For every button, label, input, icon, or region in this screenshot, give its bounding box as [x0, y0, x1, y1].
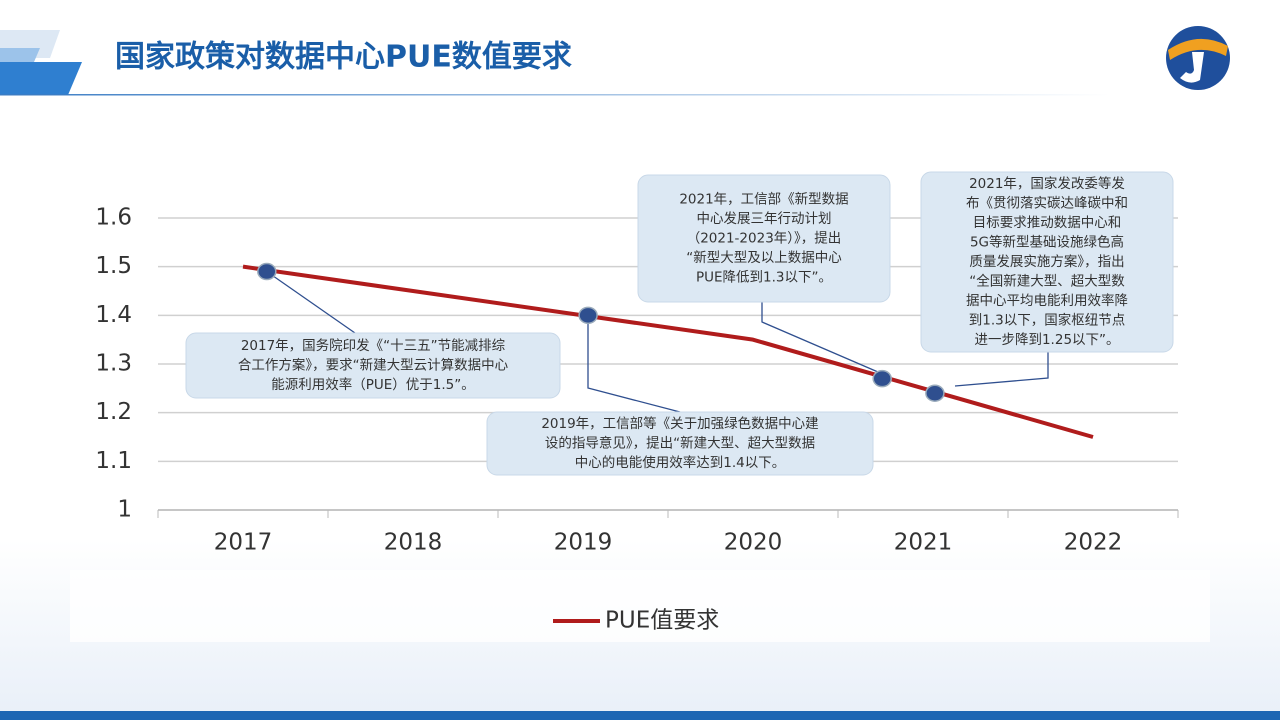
callout-text: “全国新建大型、超大型数	[969, 273, 1125, 290]
decor	[0, 48, 40, 62]
y-tick-label: 1.6	[95, 205, 132, 231]
y-tick-label: 1.3	[95, 351, 132, 377]
y-tick-label: 1.4	[95, 302, 132, 328]
footer-bar	[0, 711, 1280, 720]
callout-text: 布《贯彻落实碳达峰碳中和	[966, 196, 1128, 212]
decor	[0, 62, 82, 95]
y-tick-label: 1.1	[95, 448, 132, 474]
callout-text: 2017年，国务院印发《“十三五”节能减排综	[241, 338, 506, 354]
callout-text: 到1.3以下，国家枢纽节点	[969, 312, 1125, 329]
marker	[257, 262, 277, 281]
callout-text: 能源利用效率（PUE）优于1.5”。	[271, 376, 475, 393]
x-tick-label: 2022	[1064, 530, 1123, 556]
x-tick-label: 2017	[214, 530, 273, 556]
callout-box	[185, 332, 561, 399]
connector	[954, 352, 1049, 387]
callout-text: 设的指导意见》，提出“新建大型、超大型数据	[545, 435, 815, 452]
slide-title: 国家政策对数据中心PUE数值要求	[115, 40, 572, 75]
y-tick-label: 1.2	[95, 399, 132, 425]
callout-text: 5G等新型基础设施绿色高	[970, 234, 1124, 251]
marker	[578, 306, 598, 325]
callout-text: 中心的电能使用效率达到1.4以下。	[575, 454, 785, 471]
header-rule	[0, 94, 1110, 96]
connector	[587, 316, 681, 413]
connector	[761, 302, 879, 373]
x-tick-label: 2020	[724, 530, 783, 556]
logo	[1166, 26, 1230, 90]
legend-label: PUE值要求	[605, 608, 719, 634]
marker	[925, 384, 945, 402]
callout-text: （2021-2023年）》，提出	[687, 231, 842, 247]
callout-text: 中心发展三年行动计划	[697, 211, 832, 227]
connector	[265, 270, 356, 334]
callout-text: 目标要求推动数据中心和	[973, 215, 1122, 231]
x-tick-label: 2019	[554, 530, 613, 556]
y-tick-label: 1.5	[95, 253, 132, 279]
callout-text: 2021年，国家发改委等发	[969, 175, 1125, 192]
legend-panel	[70, 570, 1210, 642]
callout-text: 进一步降到1.25以下”。	[974, 332, 1119, 348]
callout-box	[920, 171, 1174, 353]
series-line	[242, 264, 1094, 439]
callout-text: PUE降低到1.3以下”。	[696, 270, 832, 286]
x-tick-label: 2021	[894, 530, 953, 556]
x-tick-label: 2018	[384, 530, 443, 556]
callout-text: 质量发展实施方案》，指出	[969, 253, 1124, 270]
callout-box	[486, 411, 874, 476]
y-tick-label: 1	[117, 497, 132, 523]
callout-text: “新型大型及以上数据中心	[686, 250, 842, 266]
callout-text: 合工作方案》，要求“新建大型云计算数据中心	[238, 357, 509, 374]
callout-text: 2021年，工信部《新型数据	[679, 192, 848, 208]
callout-text: 2019年，工信部等《关于加强绿色数据中心建	[541, 415, 818, 432]
callout-box	[637, 174, 891, 303]
plot: 1 1.1 1.2 1.3 1.4 1.5 1.6 2017 2018 2019 2020 2021 2…	[95, 171, 1179, 634]
callout-text: 据中心平均电能利用效率降	[966, 292, 1128, 309]
marker	[872, 369, 892, 388]
